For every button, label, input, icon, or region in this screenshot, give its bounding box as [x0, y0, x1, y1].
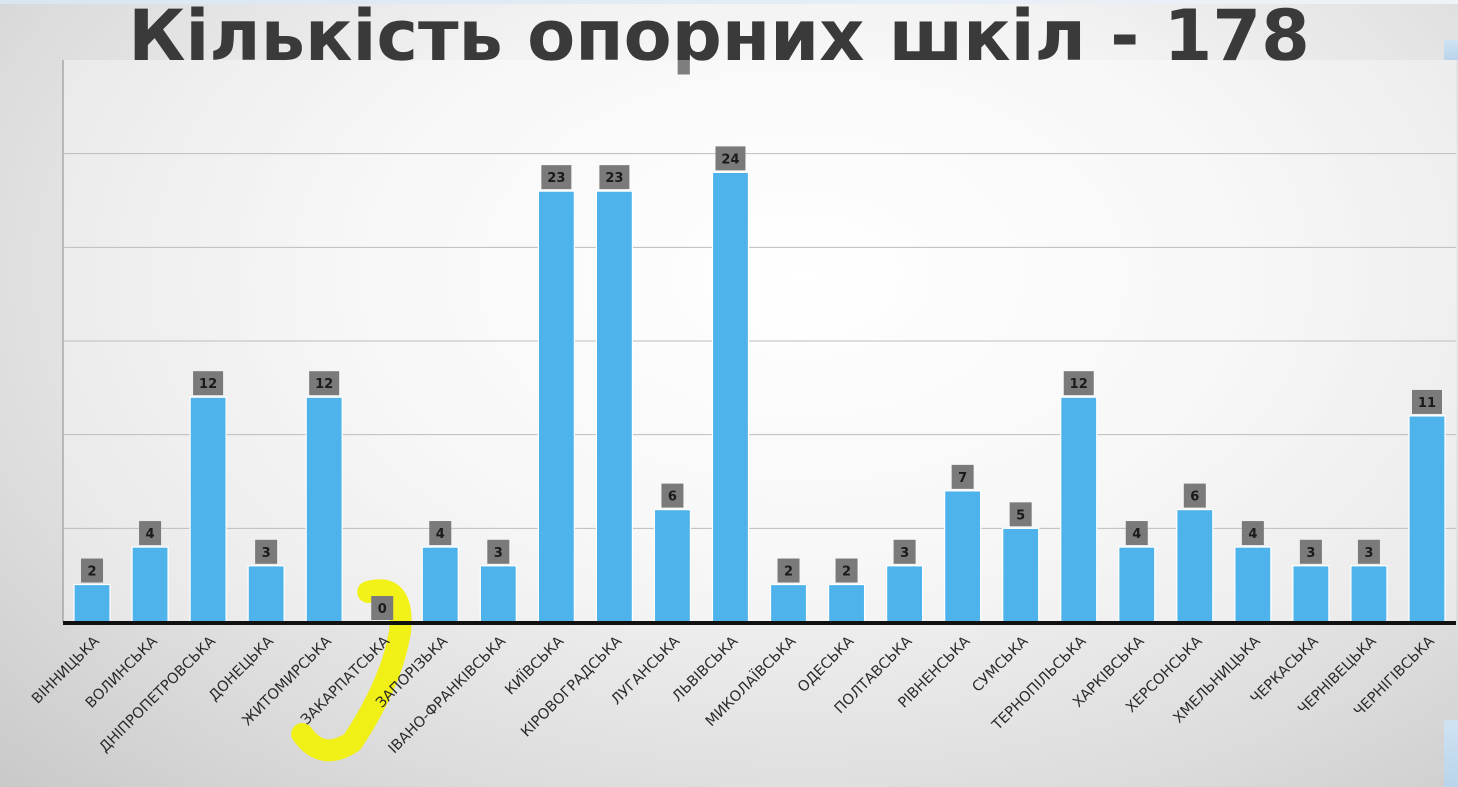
data-label: 3: [900, 546, 909, 561]
data-label-box: [1009, 502, 1032, 527]
bar: [305, 396, 343, 623]
bar: [1060, 396, 1098, 623]
data-label-box: [661, 483, 684, 508]
data-label-box: [1125, 521, 1148, 546]
data-label-box: [139, 521, 162, 546]
highlight-marker: [291, 579, 412, 762]
bar: [247, 565, 285, 623]
bar: [653, 509, 692, 623]
data-label: 4: [1132, 527, 1141, 542]
data-label-box: [1299, 539, 1322, 564]
bar: [886, 565, 924, 623]
data-label-box: [1357, 539, 1380, 564]
corner-decoration-bottom: [1444, 720, 1458, 787]
bar: [189, 396, 227, 623]
bar: [711, 171, 750, 623]
data-label-box: [893, 539, 916, 564]
data-label-box: [951, 464, 974, 489]
data-label: 6: [1190, 490, 1199, 505]
data-label: 4: [436, 527, 445, 542]
category-label: КИЇВСЬКА: [501, 632, 567, 698]
chart-title: Кількість опорних шкіл - 178: [128, 0, 1310, 77]
data-label: 0: [378, 602, 387, 617]
bar: [1002, 527, 1040, 623]
data-label-box: [255, 539, 278, 564]
data-label-box: [541, 165, 572, 190]
bar: [537, 190, 575, 623]
data-label-box: [429, 521, 452, 546]
data-label-box: [835, 558, 858, 583]
data-label: 4: [146, 527, 155, 542]
data-label: 5: [1016, 508, 1025, 523]
data-label-box: [1411, 389, 1442, 414]
bar: [73, 583, 111, 623]
category-label: КІРОВОГРАДСЬКА: [518, 633, 625, 740]
data-label-box: [777, 558, 800, 583]
category-label: ДНІПРОПЕТРОВСЬКА: [97, 633, 219, 755]
bar: [769, 583, 808, 623]
data-label-box: [81, 558, 104, 583]
data-label-box: [487, 539, 510, 564]
category-label: СУМСЬКА: [969, 633, 1031, 695]
bar: [827, 583, 866, 623]
bar: [595, 190, 633, 623]
bar: [944, 490, 982, 623]
data-label: 2: [87, 565, 96, 580]
data-label: 23: [605, 171, 623, 186]
data-label: 2: [784, 565, 793, 580]
data-label: 23: [547, 171, 565, 186]
bar: [1350, 565, 1388, 623]
bar: [479, 565, 517, 623]
data-label: 3: [494, 546, 503, 561]
data-label-box: [599, 165, 630, 190]
data-label-box: [715, 146, 746, 171]
data-label: 7: [958, 471, 967, 486]
data-label: 4: [1248, 527, 1257, 542]
category-label: ОДЕСЬКА: [795, 633, 857, 695]
bar: [1176, 509, 1214, 623]
data-label-box: [309, 371, 340, 396]
data-label: 2: [842, 565, 851, 580]
data-label: 12: [1070, 377, 1088, 392]
corner-decoration: [1444, 40, 1458, 60]
data-label-box: [1183, 483, 1206, 508]
data-label: 12: [199, 377, 217, 392]
data-label: 11: [1418, 396, 1436, 411]
bar: [131, 546, 169, 623]
data-label: 3: [1364, 546, 1373, 561]
data-label-box: [371, 596, 394, 620]
top-strip: [0, 0, 1458, 4]
bar: [1408, 415, 1446, 623]
data-label-box: [193, 371, 224, 396]
bar: [421, 546, 459, 623]
data-label: 6: [668, 490, 677, 505]
data-label-box: [1241, 521, 1264, 546]
data-label: 24: [721, 152, 739, 167]
bar: [1234, 546, 1272, 623]
data-label-box: [1063, 371, 1094, 396]
data-label: 3: [262, 546, 271, 561]
bar: [1118, 546, 1156, 623]
bar: [1292, 565, 1330, 623]
data-label: 12: [315, 377, 333, 392]
data-label: 3: [1306, 546, 1315, 561]
